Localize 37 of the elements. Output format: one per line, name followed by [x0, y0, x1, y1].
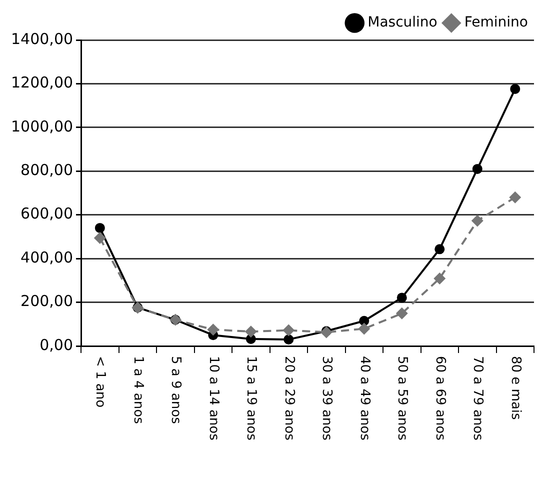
x-tick-label: 60 a 69 anos — [432, 356, 448, 441]
point — [244, 326, 257, 338]
x-tick-label: 15 a 19 anos — [244, 356, 259, 441]
point — [472, 164, 482, 174]
y-tick-label: 1000,00 — [11, 117, 74, 136]
y-tick-label: 200,00 — [20, 292, 74, 310]
y-tick-label: 600,00 — [20, 204, 74, 223]
x-tick-label: 10 a 14 anos — [206, 356, 221, 441]
point — [396, 292, 407, 303]
y-tick-label: 1400,00 — [11, 30, 74, 48]
point — [396, 307, 408, 320]
point — [434, 244, 445, 254]
y-tick-label: 400,00 — [20, 248, 74, 266]
point — [94, 232, 106, 244]
x-tick-label: 20 a 29 anos — [281, 356, 296, 441]
x-tick-label: 40 a 49 anos — [356, 356, 372, 441]
point — [358, 322, 370, 335]
point — [284, 334, 294, 344]
y-tick-label: 1200,00 — [11, 74, 74, 92]
x-tick-label: 30 a 39 anos — [319, 356, 334, 441]
legend-label: Feminino — [464, 14, 528, 31]
point — [94, 222, 105, 233]
point — [434, 272, 446, 284]
x-tick-label: 50 a 59 anos — [394, 356, 410, 441]
legend-label: Masculino — [368, 14, 438, 31]
point — [207, 324, 220, 336]
x-tick-label: 80 e mais — [508, 356, 523, 420]
y-tick-label: 0,00 — [40, 336, 74, 354]
x-tick-label: < 1 ano — [92, 356, 108, 408]
point — [282, 324, 295, 336]
point — [510, 84, 520, 94]
point — [509, 191, 522, 204]
y-tick-label: 800,00 — [20, 161, 74, 180]
x-tick-label: 1 a 4 anos — [130, 356, 146, 424]
x-tick-label: 70 a 79 anos — [470, 356, 486, 441]
point — [471, 214, 484, 227]
x-tick-label: 5 a 9 anos — [168, 356, 184, 424]
